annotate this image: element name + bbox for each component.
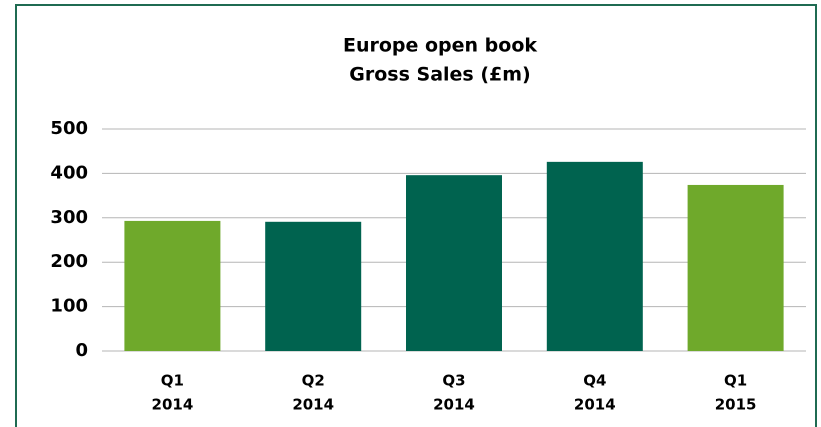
y-tick-label: 400	[50, 162, 88, 183]
y-tick-label: 500	[50, 118, 88, 139]
frame	[15, 4, 817, 427]
bar	[265, 221, 362, 351]
x-tick-label: Q2	[302, 372, 325, 390]
x-tick-label: Q1	[161, 372, 184, 390]
bar	[406, 175, 502, 351]
x-tick-label: 2014	[152, 396, 194, 414]
y-tick-label: 200	[50, 251, 88, 272]
y-tick-label: 0	[75, 340, 88, 361]
x-tick-label: 2015	[715, 396, 757, 414]
x-tick-label: Q3	[442, 372, 465, 390]
bar	[546, 161, 643, 351]
chart-title: Gross Sales (£m)	[349, 64, 530, 86]
x-tick-label: 2014	[292, 396, 334, 414]
x-tick-label: Q4	[583, 372, 606, 390]
x-tick-label: Q1	[724, 372, 747, 390]
chart-title: Europe open book	[343, 35, 537, 57]
bar	[124, 220, 221, 351]
bar	[687, 184, 784, 351]
x-tick-label: 2014	[433, 396, 475, 414]
y-tick-label: 100	[50, 296, 88, 317]
x-tick-label: 2014	[574, 396, 616, 414]
y-tick-label: 300	[50, 207, 88, 228]
